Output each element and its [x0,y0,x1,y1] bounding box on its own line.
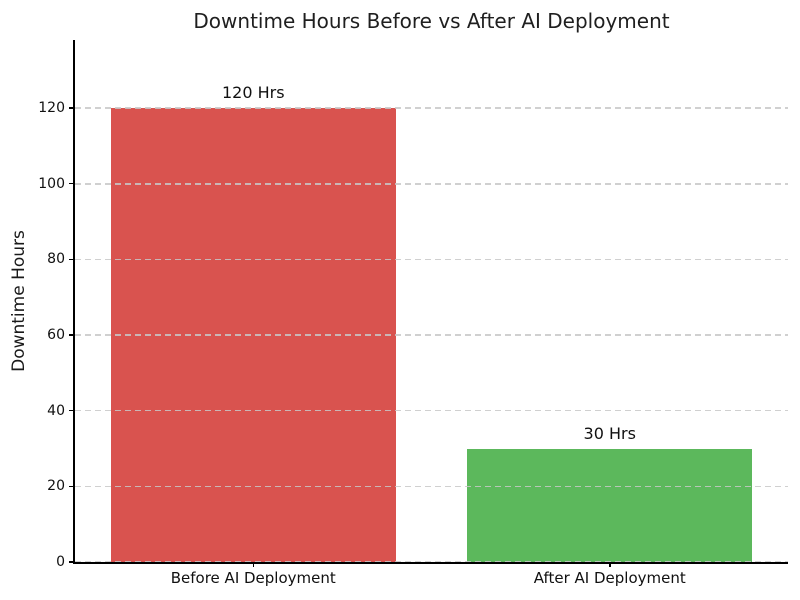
y-tick-label: 100 [38,175,65,192]
y-tick-mark [69,258,74,261]
chart-title: Downtime Hours Before vs After AI Deploy… [193,9,670,33]
x-tick-mark [609,562,611,567]
bar [467,448,753,562]
y-tick-mark [69,334,74,336]
plot-area [73,40,788,564]
y-tick-mark [69,182,74,185]
x-tick-label: Before AI Deployment [170,569,336,587]
y-axis-spine [73,40,75,562]
y-tick-label: 120 [38,100,65,117]
y-tick-mark [69,561,74,563]
bar-value-label: 120 Hrs [221,83,285,103]
y-tick-label: 80 [47,251,65,268]
y-tick-label: 20 [47,478,65,495]
bar-value-label: 30 Hrs [583,423,636,443]
x-tick-label: After AI Deployment [533,569,686,587]
y-tick-mark [69,107,74,109]
x-tick-mark [252,562,254,567]
y-tick-label: 40 [47,402,65,419]
bars-layer [75,40,788,562]
y-tick-mark [69,485,74,488]
y-tick-label: 0 [56,554,65,570]
y-tick-label: 60 [47,327,65,344]
bar [110,108,396,562]
y-tick-mark [69,409,74,412]
x-axis-spine [73,562,788,564]
